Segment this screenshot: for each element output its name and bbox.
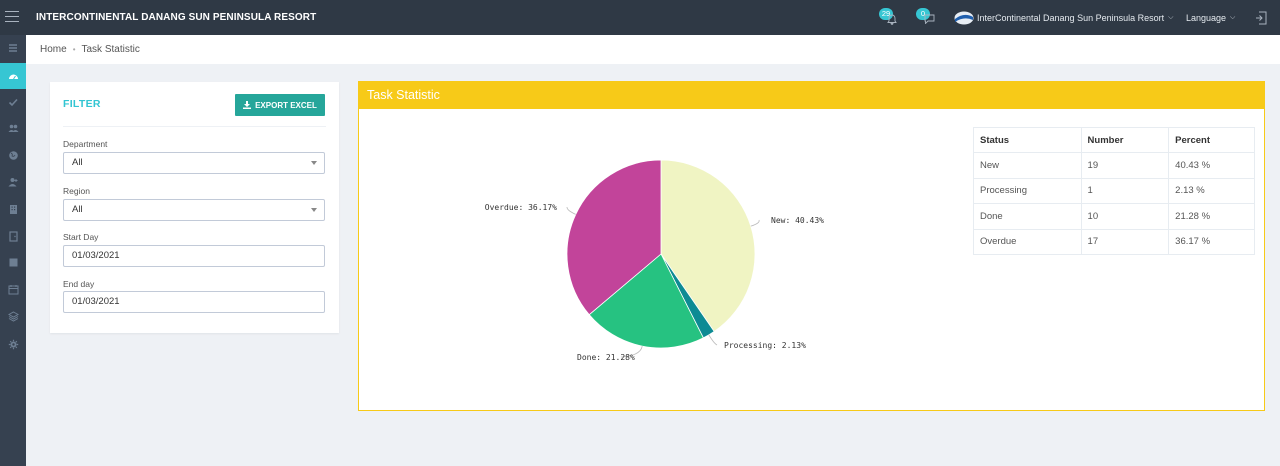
filter-divider bbox=[63, 126, 326, 127]
bell-icon bbox=[887, 14, 897, 25]
region-select[interactable]: All bbox=[63, 199, 325, 221]
pie-label-leader bbox=[620, 346, 643, 358]
notifications-button[interactable]: 29 bbox=[879, 8, 899, 28]
language-label: Language bbox=[1186, 13, 1227, 23]
percent-cell: 36.17 % bbox=[1168, 228, 1255, 255]
caret-down-icon bbox=[311, 161, 317, 165]
menu-toggle-icon[interactable] bbox=[5, 11, 19, 23]
export-excel-button[interactable]: EXPORT EXCEL bbox=[235, 94, 325, 116]
layers-icon bbox=[7, 310, 19, 322]
start-day-label: Start Day bbox=[63, 232, 99, 242]
resort-selector[interactable]: InterContinental Danang Sun Peninsula Re… bbox=[954, 10, 1173, 26]
department-select[interactable]: All bbox=[63, 152, 325, 174]
gear-icon bbox=[8, 339, 18, 349]
number-cell: 19 bbox=[1080, 152, 1170, 179]
pie-label-leader bbox=[708, 334, 718, 346]
table-row: Overdue 17 36.17 % bbox=[973, 228, 1255, 255]
sidebar-item-user-add[interactable] bbox=[0, 169, 26, 195]
square-icon bbox=[9, 258, 17, 266]
messages-badge: 0 bbox=[916, 8, 930, 20]
status-cell: Processing bbox=[973, 177, 1082, 204]
pie-label-overdue: Overdue: 36.17% bbox=[485, 203, 557, 212]
status-cell: Done bbox=[973, 203, 1082, 230]
download-icon bbox=[243, 101, 252, 109]
sidebar-item-globe[interactable] bbox=[0, 142, 26, 168]
sidebar-item-gear[interactable] bbox=[0, 331, 26, 357]
region-label: Region bbox=[63, 186, 90, 196]
task-statistic-panel: Task Statistic New: 40.43% Processing: 2.… bbox=[358, 81, 1265, 411]
percent-cell: 40.43 % bbox=[1168, 152, 1255, 179]
department-select-value: All bbox=[72, 157, 83, 168]
sidebar-item-door[interactable] bbox=[0, 223, 26, 249]
number-cell: 1 bbox=[1080, 177, 1170, 204]
users-icon bbox=[8, 124, 18, 132]
messages-button[interactable]: 0 bbox=[916, 8, 936, 28]
breadcrumb-current: Task Statistic bbox=[81, 44, 140, 55]
sidebar-item-check[interactable] bbox=[0, 89, 26, 115]
globe-icon bbox=[8, 150, 18, 160]
sidebar bbox=[0, 35, 26, 466]
breadcrumb: Home • Task Statistic bbox=[26, 35, 1280, 64]
filter-title: FILTER bbox=[63, 98, 101, 110]
end-day-input[interactable]: 01/03/2021 bbox=[63, 291, 325, 313]
table-row: Processing 1 2.13 % bbox=[973, 177, 1255, 204]
list-icon bbox=[8, 43, 17, 52]
pie-chart: New: 40.43% Processing: 2.13% Done: 21.28%… bbox=[359, 109, 959, 409]
pie-chart-svg: New: 40.43% Processing: 2.13% Done: 21.28%… bbox=[485, 159, 824, 362]
app-title: INTERCONTINENTAL DANANG SUN PENINSULA RE… bbox=[36, 12, 317, 23]
pie-label-done: Done: 21.28% bbox=[577, 353, 635, 362]
number-cell: 17 bbox=[1080, 228, 1170, 255]
percent-cell: 21.28 % bbox=[1168, 203, 1255, 230]
sidebar-item-calendar[interactable] bbox=[0, 276, 26, 302]
building-icon bbox=[9, 204, 17, 214]
status-cell: Overdue bbox=[973, 228, 1082, 255]
chat-icon bbox=[924, 14, 935, 24]
breadcrumb-separator-icon: • bbox=[72, 45, 76, 54]
number-cell: 10 bbox=[1080, 203, 1170, 230]
start-day-value: 01/03/2021 bbox=[72, 250, 120, 261]
department-label: Department bbox=[63, 139, 108, 149]
chevron-down-icon: ⌵ bbox=[1168, 14, 1174, 21]
pie-label-leader bbox=[566, 206, 576, 215]
table-row: Done 10 21.28 % bbox=[973, 203, 1255, 230]
resort-logo-icon bbox=[954, 11, 974, 25]
calendar-icon bbox=[8, 284, 18, 294]
sidebar-item-list[interactable] bbox=[0, 35, 26, 61]
start-day-input[interactable]: 01/03/2021 bbox=[63, 245, 325, 267]
status-cell: New bbox=[973, 152, 1082, 179]
breadcrumb-home-link[interactable]: Home bbox=[40, 44, 67, 55]
table-header-row: Status Number Percent bbox=[973, 127, 1255, 153]
pie-label-processing: Processing: 2.13% bbox=[724, 341, 806, 350]
percent-column-header: Percent bbox=[1168, 127, 1255, 153]
task-statistic-title: Task Statistic bbox=[359, 82, 1264, 109]
pie-label-new: New: 40.43% bbox=[771, 216, 824, 225]
caret-down-icon bbox=[311, 208, 317, 212]
sidebar-item-users[interactable] bbox=[0, 115, 26, 141]
status-table: Status Number Percent New 19 40.43 % Pro… bbox=[973, 127, 1255, 255]
language-selector[interactable]: Language ⌵ bbox=[1186, 13, 1235, 23]
check-icon bbox=[8, 98, 18, 106]
status-column-header: Status bbox=[973, 127, 1082, 153]
sidebar-item-building[interactable] bbox=[0, 196, 26, 222]
pie-label-leader bbox=[750, 219, 760, 227]
resort-selector-value: InterContinental Danang Sun Peninsula Re… bbox=[977, 13, 1165, 23]
sidebar-item-square[interactable] bbox=[0, 249, 26, 275]
export-excel-label: EXPORT EXCEL bbox=[255, 100, 317, 110]
door-icon bbox=[8, 230, 18, 242]
pie-slice-overdue[interactable] bbox=[566, 159, 662, 316]
sidebar-item-dashboard[interactable] bbox=[0, 63, 26, 89]
top-bar: INTERCONTINENTAL DANANG SUN PENINSULA RE… bbox=[0, 0, 1280, 35]
user-add-icon bbox=[8, 177, 17, 186]
table-row: New 19 40.43 % bbox=[973, 152, 1255, 179]
number-column-header: Number bbox=[1080, 127, 1170, 153]
percent-cell: 2.13 % bbox=[1168, 177, 1255, 204]
end-day-label: End day bbox=[63, 279, 95, 289]
filter-panel: FILTER EXPORT EXCEL Department All Regio… bbox=[50, 82, 339, 333]
logout-icon[interactable] bbox=[1255, 11, 1267, 25]
chevron-down-icon: ⌵ bbox=[1230, 14, 1236, 21]
end-day-value: 01/03/2021 bbox=[72, 296, 120, 307]
sidebar-item-layers[interactable] bbox=[0, 303, 26, 329]
dashboard-icon bbox=[8, 74, 18, 79]
region-select-value: All bbox=[72, 204, 83, 215]
